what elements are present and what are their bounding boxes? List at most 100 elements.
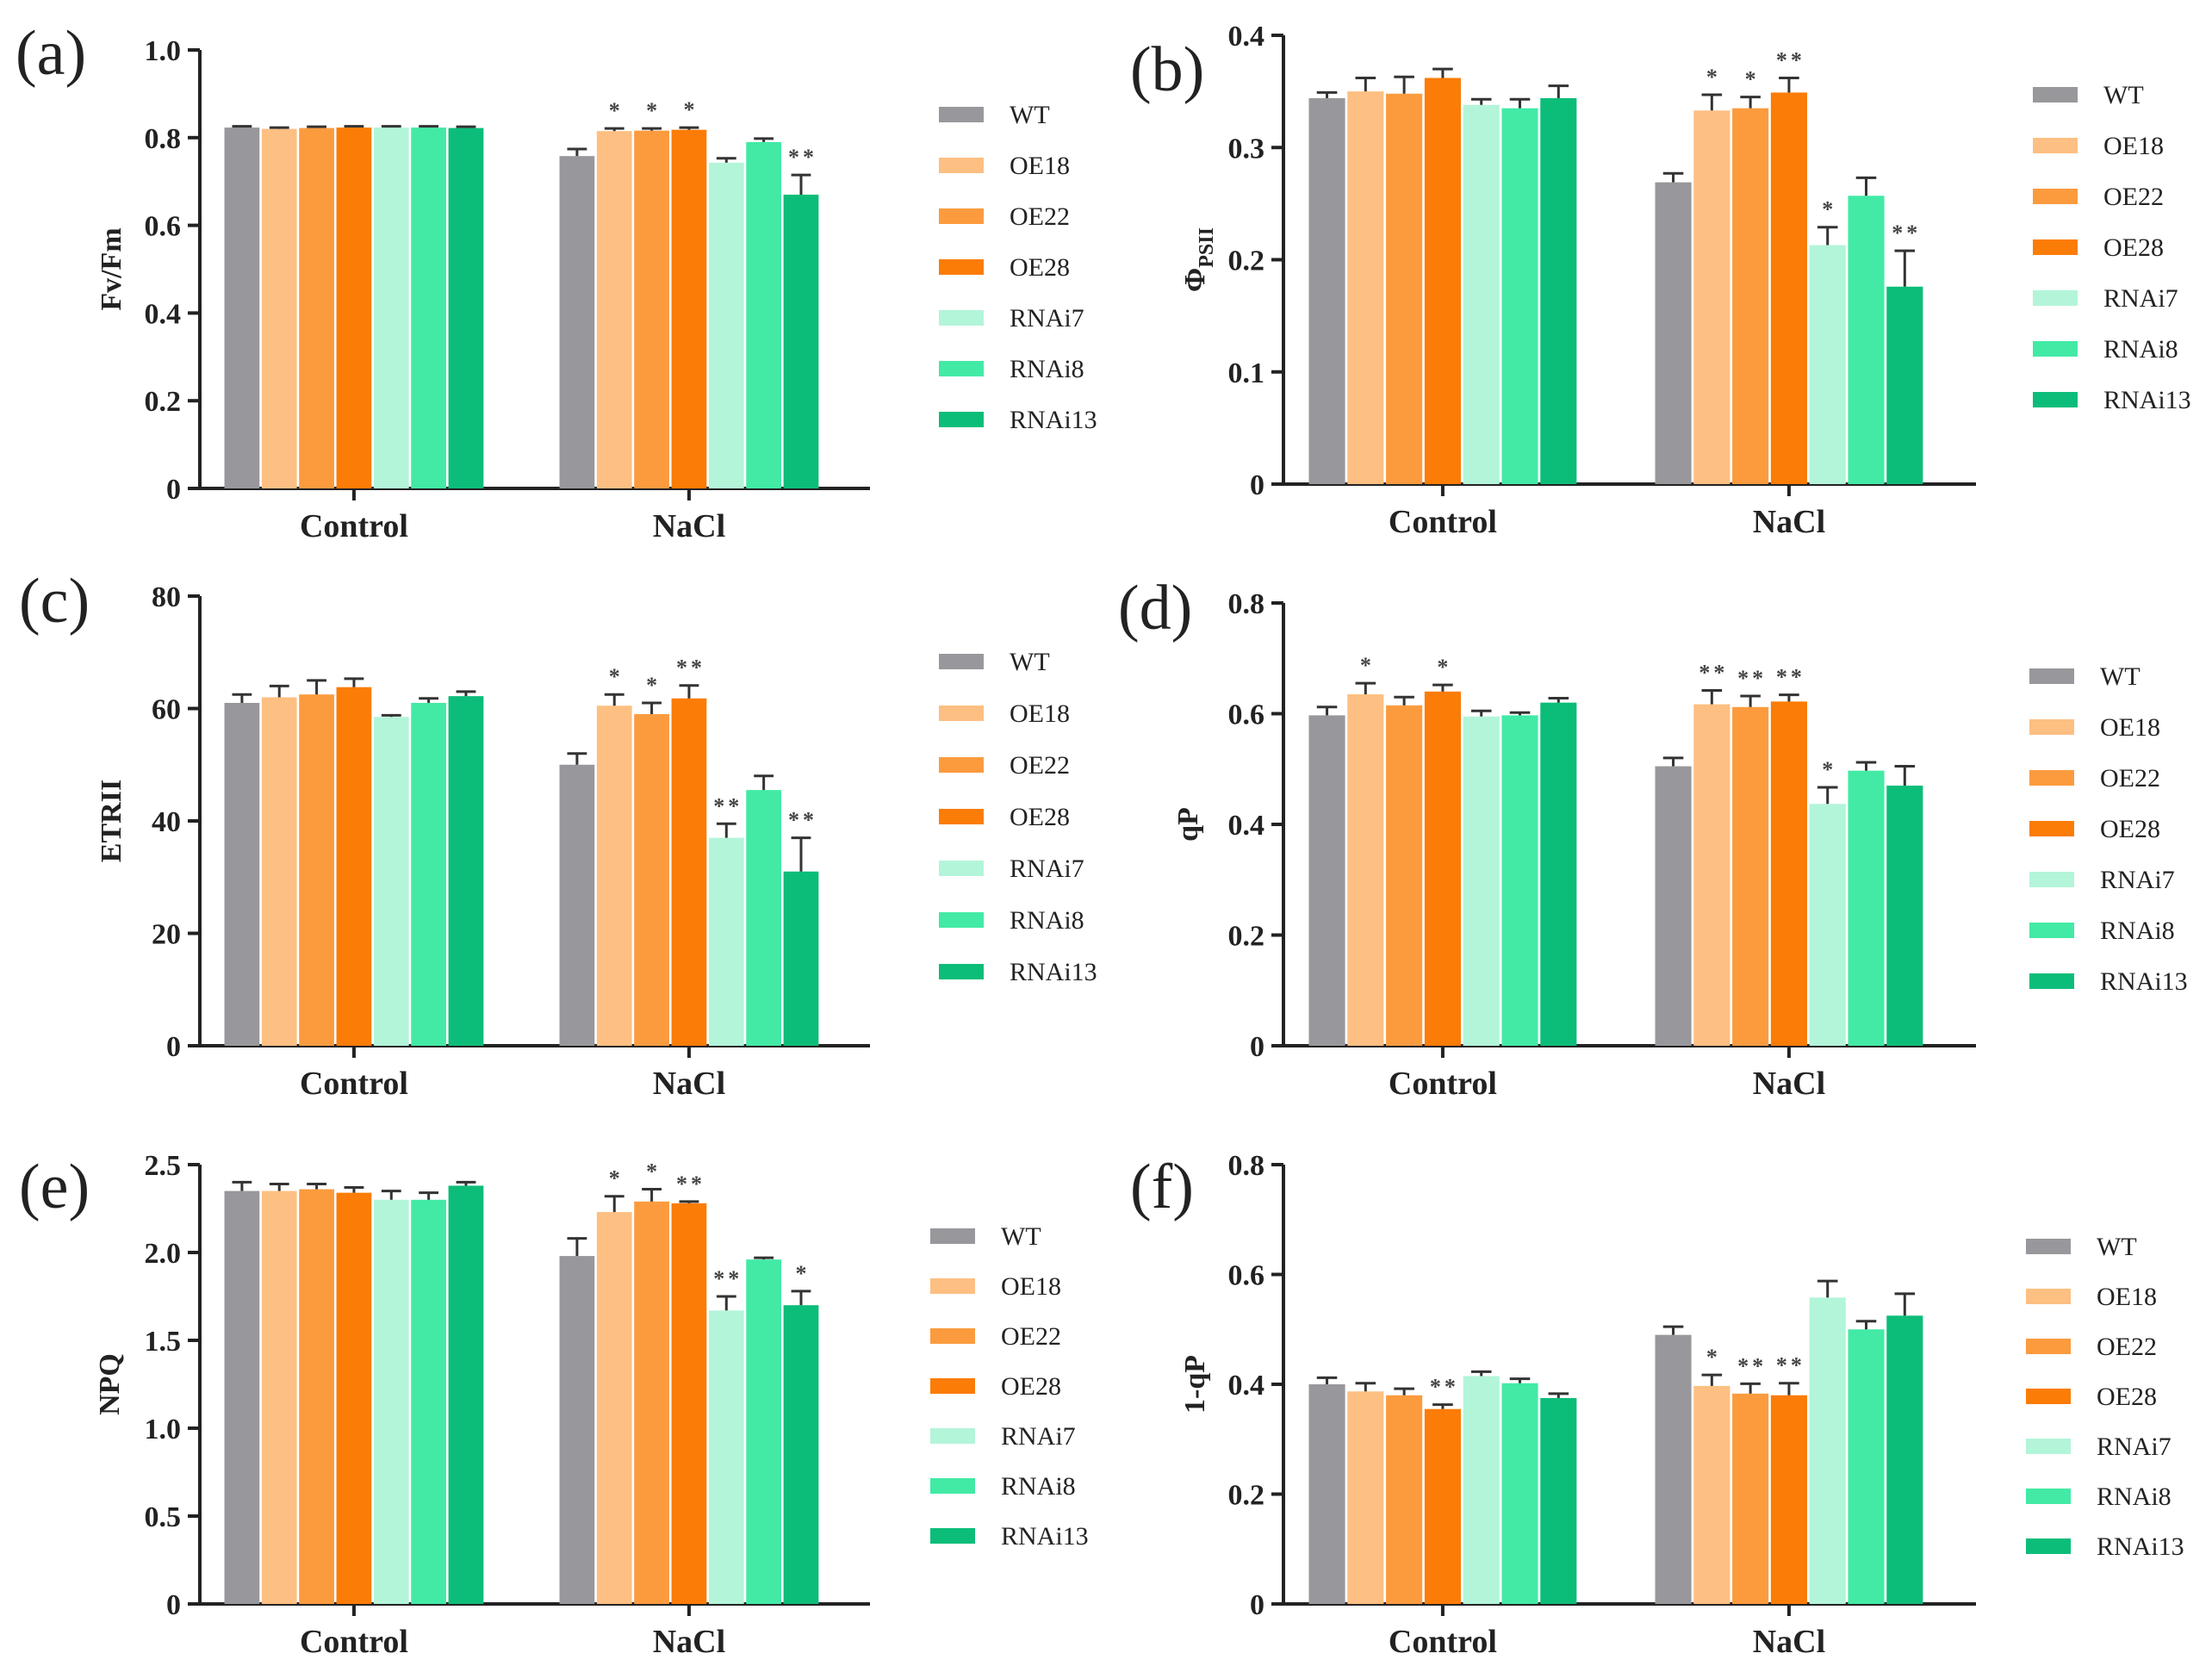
bar-wt-control xyxy=(224,702,260,1046)
y-tick-label: 1.0 xyxy=(145,35,182,67)
y-axis-title: ETRII xyxy=(96,780,127,862)
significance-marker: * xyxy=(1437,655,1451,680)
bar-oe28-control xyxy=(1424,1408,1461,1604)
legend-swatch-wt xyxy=(930,1228,975,1244)
legend-swatch-oe22 xyxy=(2026,1339,2071,1354)
panel-label: (a) xyxy=(16,18,86,89)
bar-wt-nacl xyxy=(559,764,595,1046)
legend-swatch-wt xyxy=(2029,668,2074,684)
legend-label-rnai13: RNAi13 xyxy=(2103,386,2191,414)
legend-swatch-rnai7 xyxy=(2026,1439,2071,1454)
bar-rnai13-control xyxy=(448,696,484,1046)
bar-oe28-nacl xyxy=(671,698,707,1046)
legend-swatch-rnai7 xyxy=(2029,872,2074,887)
bar-rnai7-nacl xyxy=(708,837,744,1046)
x-category-label: Control xyxy=(1389,1066,1497,1102)
legend-swatch-rnai8 xyxy=(2029,923,2074,938)
x-category-label: NaCl xyxy=(1753,1066,1825,1102)
significance-marker: * xyxy=(1360,653,1375,678)
bar-rnai7-control xyxy=(373,717,409,1046)
bar-oe22-control xyxy=(299,1189,334,1604)
legend-label-oe18: OE18 xyxy=(2100,713,2160,742)
bar-rnai7-nacl xyxy=(1809,804,1846,1046)
bar-oe22-control xyxy=(1386,705,1423,1046)
legend-label-rnai8: RNAi8 xyxy=(2103,335,2178,364)
bar-oe28-control xyxy=(1424,691,1461,1046)
legend-swatch-oe28 xyxy=(2033,239,2078,255)
legend-label-oe18: OE18 xyxy=(1001,1272,1061,1301)
legend-label-rnai13: RNAi13 xyxy=(2097,1532,2184,1561)
legend-swatch-rnai7 xyxy=(939,310,984,326)
significance-marker: * xyxy=(609,1166,624,1191)
y-axis-title: NPQ xyxy=(94,1353,126,1415)
legend-swatch-rnai8 xyxy=(939,912,984,928)
legend-swatch-rnai7 xyxy=(2033,290,2078,306)
bar-oe22-nacl xyxy=(1732,706,1769,1046)
bar-rnai7-control xyxy=(1463,716,1500,1046)
x-category-label: Control xyxy=(300,1066,408,1102)
legend-swatch-oe22 xyxy=(2029,770,2074,786)
y-tick-label: 0.6 xyxy=(1228,1260,1265,1292)
bar-rnai13-nacl xyxy=(1886,1315,1923,1604)
y-tick-label: 2.0 xyxy=(145,1238,182,1270)
bar-wt-control xyxy=(224,127,260,488)
legend-swatch-rnai8 xyxy=(2033,341,2078,357)
bar-rnai8-nacl xyxy=(746,141,782,488)
significance-marker: ** xyxy=(788,145,817,170)
y-tick-label: 0.6 xyxy=(1228,699,1265,731)
bar-rnai7-control xyxy=(373,1199,409,1604)
bar-rnai8-nacl xyxy=(746,1259,782,1604)
bar-rnai8-nacl xyxy=(746,790,782,1046)
significance-marker: * xyxy=(646,673,661,698)
legend-label-oe18: OE18 xyxy=(1010,152,1070,180)
legend-label-oe22: OE22 xyxy=(1010,202,1070,231)
y-tick-label: 0.2 xyxy=(145,386,182,418)
legend-label-oe28: OE28 xyxy=(1010,803,1070,831)
y-tick-label: 0 xyxy=(166,1031,181,1063)
bar-rnai13-nacl xyxy=(1886,286,1923,484)
bar-oe28-nacl xyxy=(1770,701,1807,1046)
significance-marker: * xyxy=(1706,1345,1721,1370)
legend-label-wt: WT xyxy=(2100,662,2141,691)
bar-oe18-nacl xyxy=(596,1212,632,1604)
legend-label-rnai7: RNAi7 xyxy=(1001,1422,1076,1451)
bar-rnai8-nacl xyxy=(1848,770,1885,1046)
legend-label-oe22: OE22 xyxy=(2100,764,2160,792)
significance-marker: * xyxy=(646,1159,661,1184)
bar-wt-nacl xyxy=(1655,182,1692,484)
bar-wt-nacl xyxy=(1655,766,1692,1046)
y-tick-label: 0 xyxy=(166,1589,181,1621)
bar-oe22-control xyxy=(1386,93,1423,484)
significance-marker: ** xyxy=(1892,221,1921,246)
legend-label-wt: WT xyxy=(2103,81,2144,109)
y-tick-label: 0.4 xyxy=(1228,810,1265,842)
panel-label: (b) xyxy=(1130,34,1204,105)
significance-marker: ** xyxy=(1737,1353,1767,1378)
legend-swatch-oe18 xyxy=(2033,138,2078,153)
y-tick-label: 0.8 xyxy=(1228,1150,1265,1182)
bar-rnai7-control xyxy=(373,127,409,488)
legend-label-oe18: OE18 xyxy=(2103,132,2164,160)
bar-rnai13-nacl xyxy=(1886,786,1923,1046)
legend-label-rnai13: RNAi13 xyxy=(1010,958,1097,986)
legend-label-rnai8: RNAi8 xyxy=(1010,906,1084,935)
bar-oe28-nacl xyxy=(1770,1395,1807,1604)
bar-oe22-nacl xyxy=(1732,1393,1769,1604)
x-category-label: Control xyxy=(1389,1624,1497,1660)
bar-oe18-nacl xyxy=(1693,110,1730,484)
legend: WT OE18 OE22 OE28 RNAi7 RNAi8 RNAi13 xyxy=(2029,662,2188,996)
bar-oe22-control xyxy=(299,127,334,489)
legend-swatch-rnai8 xyxy=(2026,1489,2071,1504)
significance-marker: ** xyxy=(1699,661,1728,686)
significance-marker: * xyxy=(1706,65,1721,90)
legend-swatch-rnai7 xyxy=(939,861,984,876)
significance-marker: ** xyxy=(676,656,705,681)
bar-wt-control xyxy=(1308,715,1345,1046)
legend-label-rnai13: RNAi13 xyxy=(1001,1522,1089,1551)
y-axis-title: ΦPSII xyxy=(1179,227,1218,292)
legend-label-rnai7: RNAi7 xyxy=(1010,304,1084,333)
